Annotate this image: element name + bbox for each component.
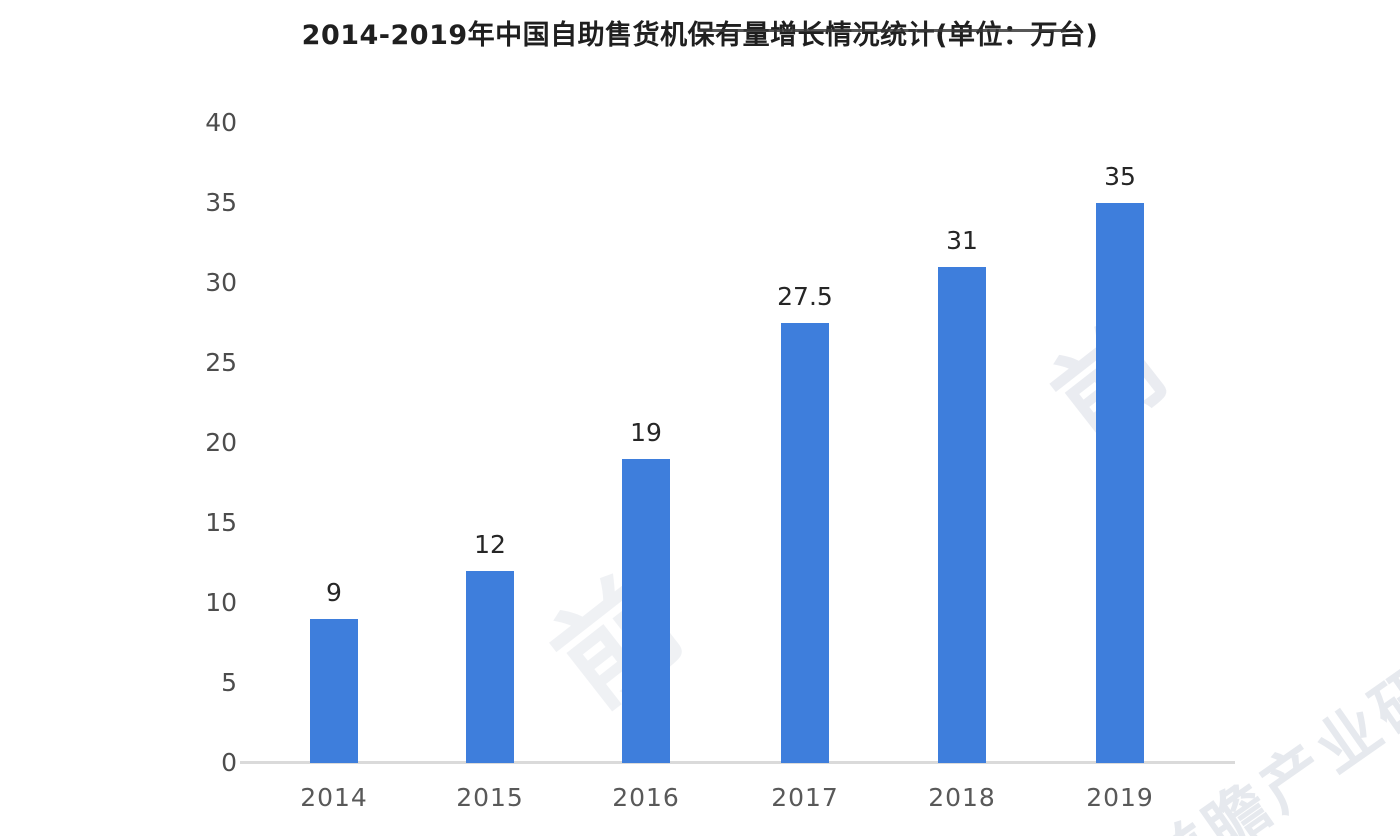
bar-value-label: 31 — [946, 226, 978, 255]
bar-2016 — [622, 459, 670, 763]
bar-2015 — [466, 571, 514, 763]
x-axis-label: 2015 — [456, 783, 524, 812]
y-axis-tick-label: 10 — [205, 588, 237, 617]
x-axis-label: 2017 — [771, 783, 839, 812]
bar-2014 — [310, 619, 358, 763]
chart-title: 2014-2019年中国自助售货机保有量增长情况统计(单位：万台) — [301, 20, 1099, 51]
bar-2018 — [938, 267, 986, 763]
bar-2019 — [1096, 203, 1144, 763]
bar-value-label: 27.5 — [777, 282, 833, 311]
title-strikethrough-line — [698, 29, 1066, 32]
y-axis-tick-label: 40 — [205, 108, 237, 137]
x-axis-label: 2016 — [612, 783, 680, 812]
x-axis-label: 2014 — [300, 783, 368, 812]
y-axis-tick-label: 5 — [221, 668, 237, 697]
x-axis-line — [240, 761, 1235, 764]
y-axis-tick-label: 15 — [205, 508, 237, 537]
y-axis-tick-label: 20 — [205, 428, 237, 457]
bar-value-label: 19 — [630, 418, 662, 447]
bar-value-label: 12 — [474, 530, 506, 559]
y-axis-tick-label: 25 — [205, 348, 237, 377]
y-axis-tick-label: 30 — [205, 268, 237, 297]
y-axis-tick-label: 35 — [205, 188, 237, 217]
x-axis-label: 2018 — [928, 783, 996, 812]
y-axis-tick-label: 0 — [221, 748, 237, 777]
bar-value-label: 9 — [326, 578, 342, 607]
bar-2017 — [781, 323, 829, 763]
bar-value-label: 35 — [1104, 162, 1136, 191]
x-axis-label: 2019 — [1086, 783, 1154, 812]
